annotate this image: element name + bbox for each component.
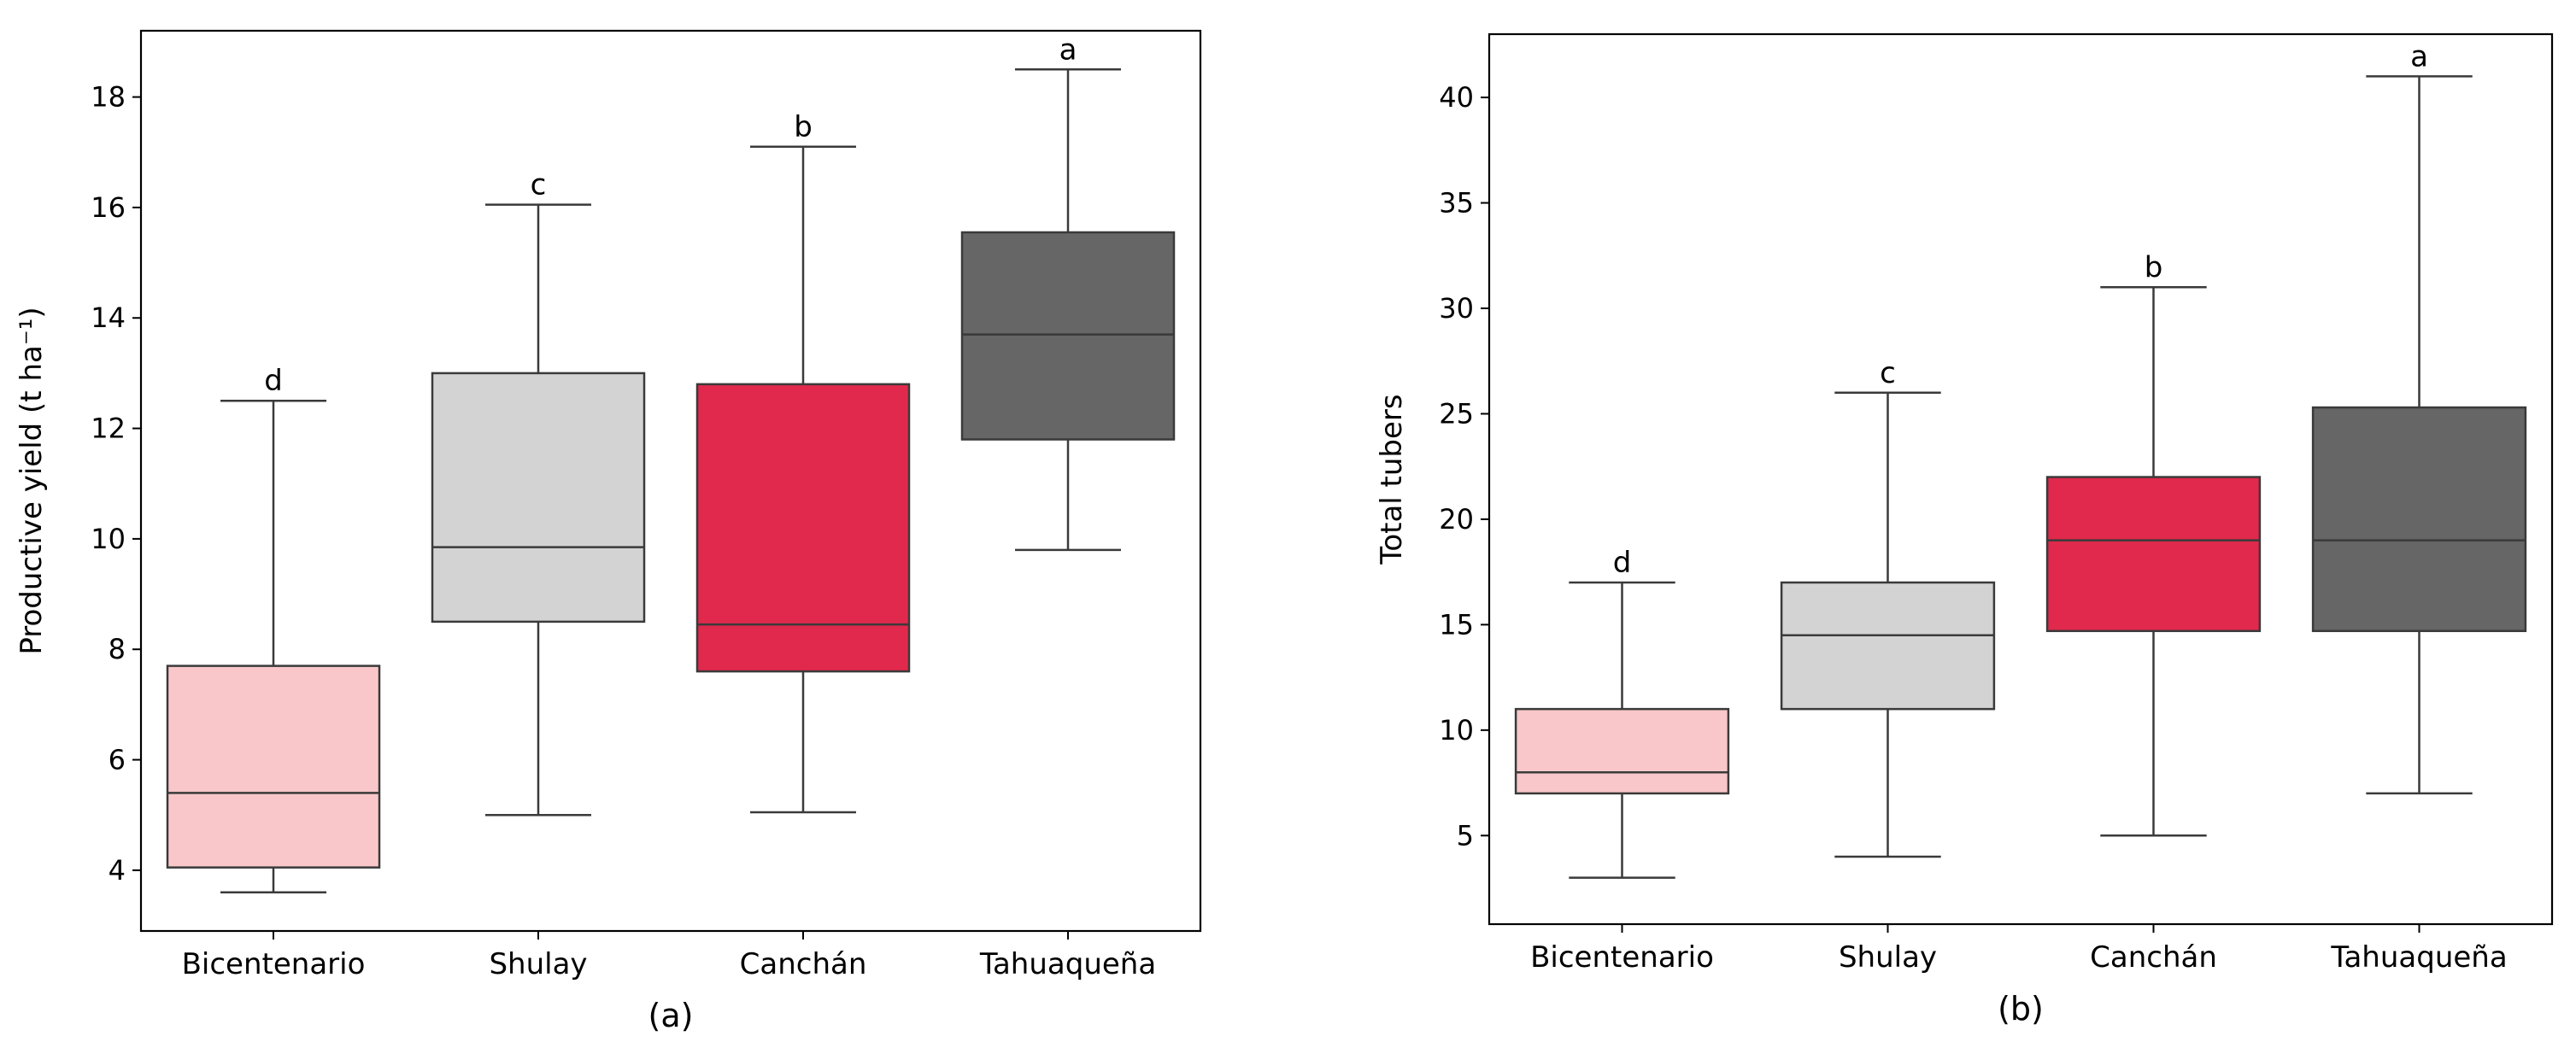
iqr-box [166,665,381,869]
significance-letter: d [264,364,283,398]
y-tick-label: 10 [91,523,126,555]
y-tick-label: 30 [1439,292,1474,325]
x-tick-label: Canchán [2090,940,2217,975]
y-tick-label: 15 [1439,608,1474,641]
plot-frame [1488,32,2554,926]
y-tick-label: 10 [1439,714,1474,746]
x-tick-label: Canchán [740,947,867,981]
box-canchan: b [695,110,911,814]
panel-label: (b) [1998,990,2044,1028]
iqr-box [431,372,646,624]
box-shulay: c [1780,356,1996,858]
box-bicentenario: d [1514,546,1730,879]
y-tick-label: 18 [91,81,126,114]
y-tick-label: 25 [1439,397,1474,430]
iqr-box [2311,406,2527,633]
significance-letter: c [1880,356,1896,390]
iqr-box [2045,476,2262,633]
significance-letter: c [531,168,547,202]
significance-letter: d [1613,546,1632,580]
panel-a-yield-chart: 4 6 8 10 12 14 16 18 Productive yield (t ha⁻¹) d B… [15,29,1202,1034]
y-tick-label: 6 [109,744,126,776]
iqr-box [1780,581,1996,711]
y-tick-label: 8 [109,633,126,665]
significance-letter: a [2410,39,2428,73]
box-canchan: b [2045,250,2262,837]
plot-frame [139,29,1202,933]
y-tick-label: 14 [91,302,126,334]
x-tick-label: Shulay [489,947,587,981]
box-tahuaquena: a [2311,39,2527,795]
y-tick-label: 12 [91,413,126,445]
panel-label: (a) [648,997,694,1034]
y-tick-label: 20 [1439,503,1474,536]
y-tick-label: 5 [1457,819,1474,852]
box-tahuaquena: a [960,32,1176,552]
y-tick-label: 35 [1439,187,1474,220]
y-tick-label: 40 [1439,81,1474,114]
box-shulay: c [431,168,646,817]
iqr-box [1514,707,1730,795]
y-tick-label: 4 [109,854,126,887]
x-tick-label: Bicentenario [182,947,366,981]
significance-letter: b [794,110,813,144]
panel-b-tubers-chart: 5 10 15 20 25 30 35 40 Total tubers d Bicentenario… [1375,32,2554,1028]
significance-letter: b [2145,250,2163,284]
box-bicentenario: d [166,364,381,893]
x-tick-label: Bicentenario [1530,940,1714,975]
iqr-box [695,383,911,673]
y-tick-label: 16 [91,191,126,224]
iqr-box [960,231,1176,441]
x-tick-label: Tahuaqueña [979,947,1156,981]
x-tick-label: Tahuaqueña [2330,940,2507,975]
y-axis-title: Total tubers [1375,394,1409,565]
y-axis-title: Productive yield (t ha⁻¹) [15,307,49,654]
significance-letter: a [1059,32,1077,67]
x-tick-label: Shulay [1839,940,1937,975]
